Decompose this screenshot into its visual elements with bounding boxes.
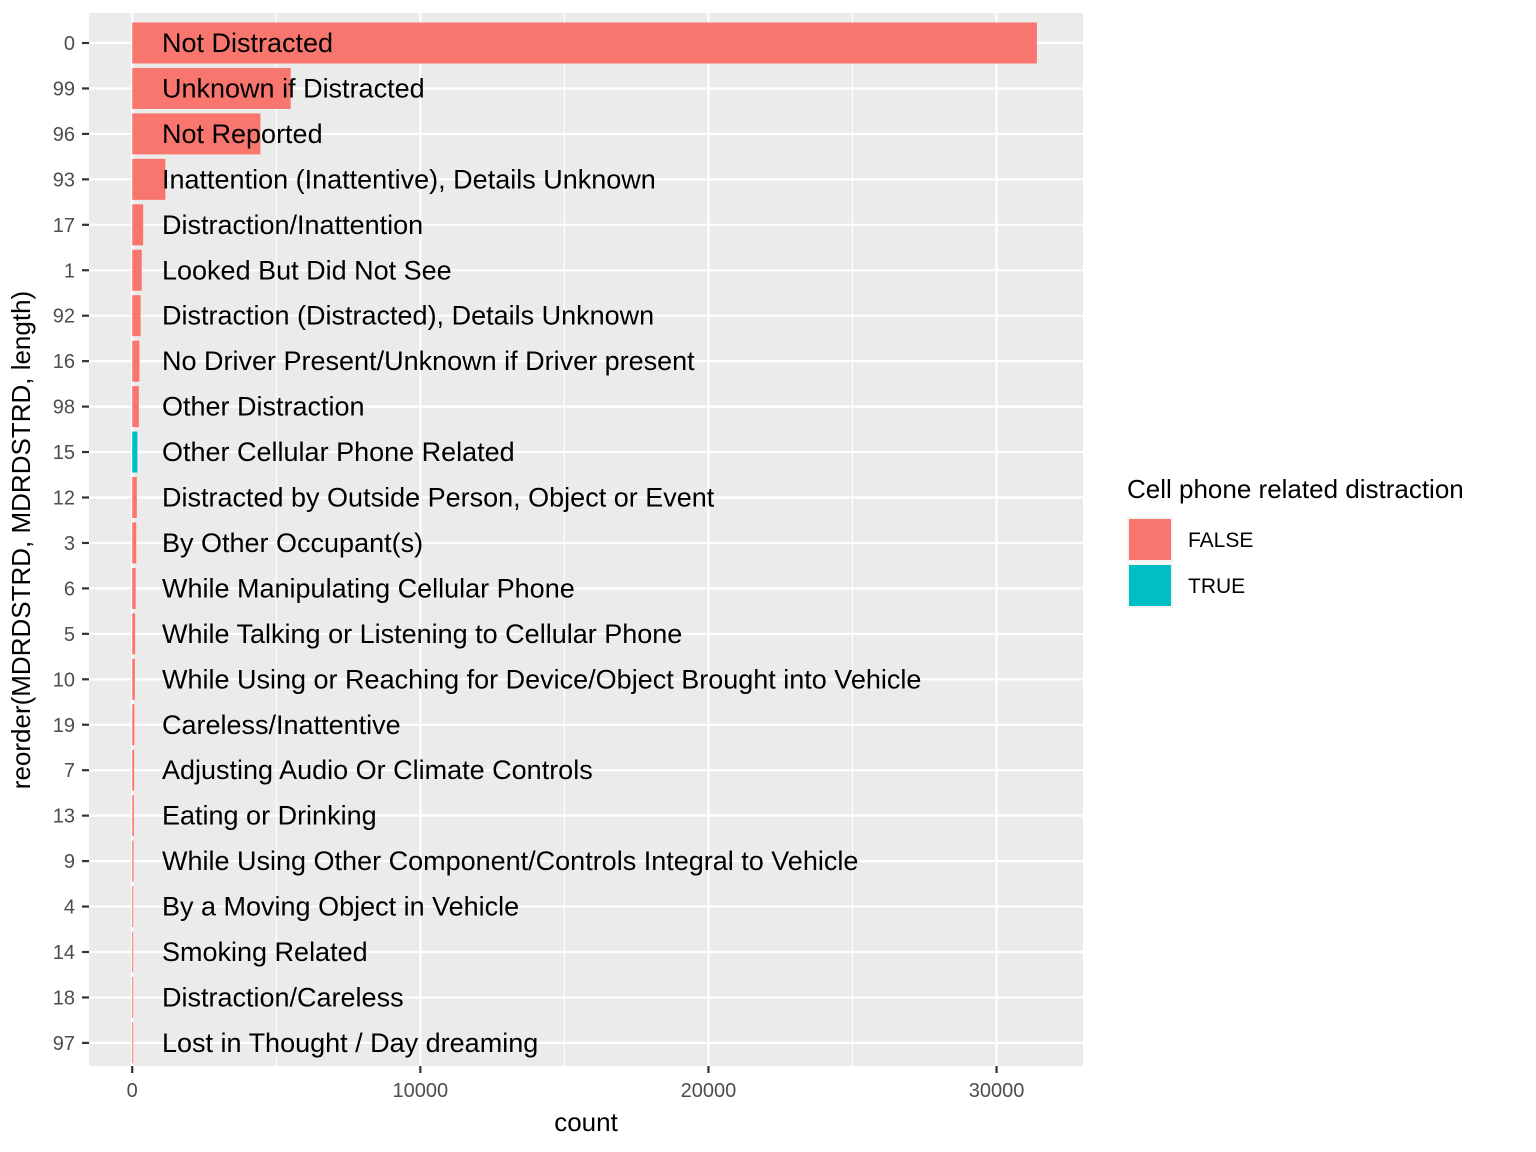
x-axis-title: count [554,1107,618,1137]
bar [132,749,135,791]
bar [132,886,134,928]
y-tick-label: 3 [64,533,75,555]
bar [132,704,135,746]
bar-label: Distraction (Distracted), Details Unknow… [162,301,654,331]
bar-label: Not Distracted [162,28,333,58]
bar-label: Inattention (Inattentive), Details Unkno… [162,164,656,194]
bar [132,249,142,291]
x-tick-label: 0 [127,1080,138,1102]
y-tick-label: 7 [64,760,75,782]
bar [132,613,136,655]
bars [132,22,1037,1064]
bar-labels: Not Distracted Unknown if Distracted Not R… [162,28,921,1058]
bar [132,22,1037,64]
bar [132,840,134,882]
y-tick-label: 10 [53,669,75,691]
bar [132,976,134,1018]
bar-label: By a Moving Object in Vehicle [162,892,519,922]
y-tick-label: 12 [53,488,75,510]
grid-minor [275,13,854,1066]
bar [132,295,141,337]
y-tick-label: 15 [53,442,75,464]
legend-swatch-false [1129,519,1171,560]
y-tick-label: 19 [53,715,75,737]
y-tick-label: 16 [53,351,75,373]
bar-label: By Other Occupant(s) [162,528,423,558]
y-tick-label: 96 [53,124,75,146]
x-axis: 0 10000 20000 30000 [127,1066,1025,1102]
bar-label: While Using or Reaching for Device/Objec… [162,664,921,694]
bar [132,431,138,473]
bar-label: While Manipulating Cellular Phone [162,573,575,603]
bar [132,795,134,837]
y-axis-title: reorder(MDRDSTRD, MDRDSTRD, length) [6,291,36,789]
x-tick-label: 20000 [681,1080,737,1102]
bar [132,567,136,609]
y-tick-label: 9 [64,851,75,873]
y-tick-label: 1 [64,260,75,282]
y-tick-label: 4 [64,897,75,919]
bar-label: Unknown if Distracted [162,73,425,103]
bar-label: No Driver Present/Unknown if Driver pres… [162,346,695,376]
y-axis: 0 99 96 93 17 1 92 16 98 15 12 3 6 5 10 19 7 13 9 4 14 18 97 [53,33,89,1055]
bar-label: While Using Other Component/Controls Int… [162,846,858,876]
bar [132,477,137,518]
y-tick-label: 0 [64,33,75,55]
bar [132,386,139,428]
y-tick-label: 17 [53,215,75,237]
bar [132,67,291,109]
bar [132,522,137,564]
legend: Cell phone related distraction FALSE TRU… [1127,474,1464,608]
bar-label: Lost in Thought / Day dreaming [162,1028,538,1058]
y-tick-label: 13 [53,806,75,828]
y-tick-label: 18 [53,987,75,1009]
y-tick-label: 93 [53,169,75,191]
y-tick-label: 92 [53,306,75,328]
bar [132,1022,134,1064]
bar-label: Looked But Did Not See [162,255,452,285]
bar [132,204,144,246]
bar [132,113,261,155]
x-tick-label: 30000 [969,1080,1025,1102]
bar [132,658,135,700]
bar-label: Eating or Drinking [162,801,377,831]
bar-label: Other Cellular Phone Related [162,437,515,467]
bar-label: Adjusting Audio Or Climate Controls [162,755,593,785]
bar [132,931,134,973]
bar-label: Smoking Related [162,937,368,967]
legend-label-true: TRUE [1188,575,1245,598]
y-tick-label: 6 [64,578,75,600]
y-tick-label: 5 [64,624,75,646]
y-tick-label: 97 [53,1033,75,1055]
bar-label: While Talking or Listening to Cellular P… [162,619,682,649]
bar [132,158,166,200]
legend-title: Cell phone related distraction [1127,474,1464,504]
bar-label: Distraction/Inattention [162,210,423,240]
bar-label: Other Distraction [162,392,365,422]
bar-label: Distraction/Careless [162,982,404,1012]
bar-label: Not Reported [162,119,323,149]
bar-label: Careless/Inattentive [162,710,401,740]
bar [132,340,140,382]
legend-label-false: FALSE [1188,529,1253,552]
legend-swatch-true [1129,565,1171,606]
y-tick-label: 98 [53,397,75,419]
plot-panel [89,13,1083,1066]
y-tick-label: 14 [53,942,75,964]
x-tick-label: 10000 [393,1080,449,1102]
bar-label: Distracted by Outside Person, Object or … [162,483,715,513]
y-tick-label: 99 [53,78,75,100]
